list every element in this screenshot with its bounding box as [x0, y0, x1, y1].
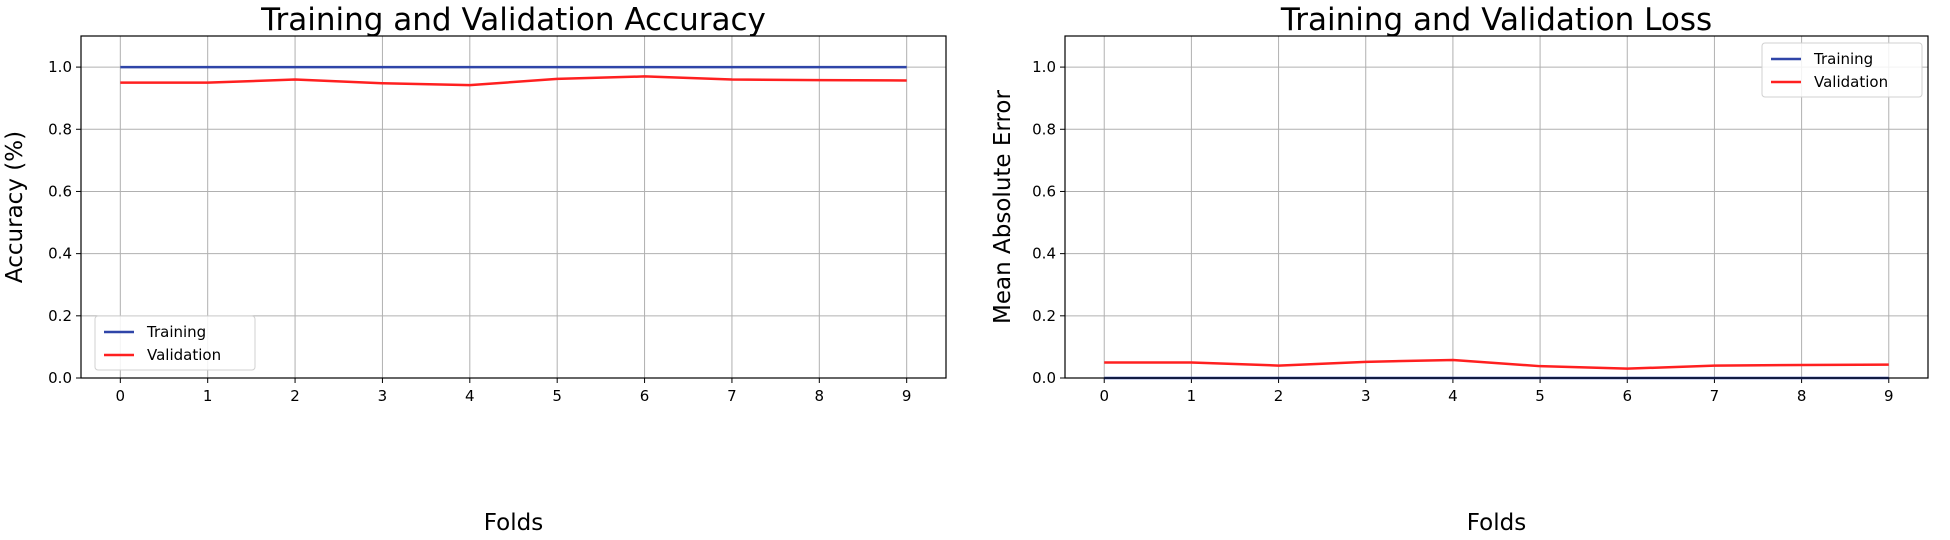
legend: Training Validation: [94, 315, 256, 371]
chart-title: Training and Validation Accuracy: [260, 2, 766, 38]
x-tick-label: 9: [1884, 387, 1894, 405]
plot-frame: [80, 35, 947, 379]
x-tick-label: 0: [1099, 387, 1109, 405]
x-tick-label: 9: [902, 387, 912, 405]
y-tick-label: 0.2: [1032, 307, 1056, 325]
y-tick-label: 0.2: [48, 307, 72, 325]
x-tick-label: 3: [1361, 387, 1371, 405]
x-axis-label: Folds: [484, 510, 543, 536]
y-tick-label: 0.0: [48, 369, 72, 387]
y-tick-label: 1.0: [48, 58, 72, 76]
x-tick-label: 1: [203, 387, 213, 405]
plot-frame: [1064, 35, 1929, 379]
legend: Training Validation: [1761, 42, 1923, 98]
x-tick-label: 7: [1710, 387, 1720, 405]
y-tick-label: 0.6: [1032, 182, 1056, 200]
y-tick-label: 0.6: [48, 182, 72, 200]
legend-box: [94, 315, 256, 371]
legend-box: [1761, 42, 1923, 98]
x-tick-label: 4: [1448, 387, 1458, 405]
chart-title: Training and Validation Loss: [1280, 2, 1712, 38]
legend-label: Validation: [1814, 73, 1888, 91]
x-tick-label: 2: [1274, 387, 1284, 405]
y-tick-label: 0.8: [48, 120, 72, 138]
x-tick-label: 8: [815, 387, 825, 405]
x-tick-label: 5: [1535, 387, 1545, 405]
x-tick-label: 5: [552, 387, 562, 405]
x-tick-label: 7: [727, 387, 737, 405]
chart-loss: 0 1 2 3 4 5 6 7 8 9 0.0 0.2 0.4 0.6 0.8 1.0 Training and…: [990, 2, 1929, 536]
legend-label: Training: [146, 323, 206, 341]
x-axis-label: Folds: [1467, 510, 1526, 536]
series-line-validation: [1104, 358, 1889, 370]
y-tick-label: 0.4: [1032, 245, 1056, 263]
legend-label: Training: [1813, 50, 1873, 68]
x-tick-label: 6: [1622, 387, 1632, 405]
series-line-validation: [120, 75, 907, 87]
x-tick-label: 2: [290, 387, 300, 405]
y-tick-label: 0.0: [1032, 369, 1056, 387]
x-tick-label: 8: [1797, 387, 1807, 405]
y-tick-label: 1.0: [1032, 58, 1056, 76]
x-tick-label: 0: [116, 387, 126, 405]
x-tick-label: 3: [378, 387, 388, 405]
y-tick-label: 0.8: [1032, 120, 1056, 138]
legend-label: Validation: [147, 346, 221, 364]
y-axis-label: Mean Absolute Error: [990, 90, 1016, 324]
x-tick-label: 6: [640, 387, 650, 405]
y-axis-label: Accuracy (%): [2, 131, 28, 283]
x-tick-label: 1: [1187, 387, 1197, 405]
chart-accuracy: 0 1 2 3 4 5 6 7 8 9 0.0 0.2 0.4 0.6 0.8 1.0 Training and…: [2, 2, 947, 536]
x-tick-label: 4: [465, 387, 475, 405]
y-tick-label: 0.4: [48, 245, 72, 263]
